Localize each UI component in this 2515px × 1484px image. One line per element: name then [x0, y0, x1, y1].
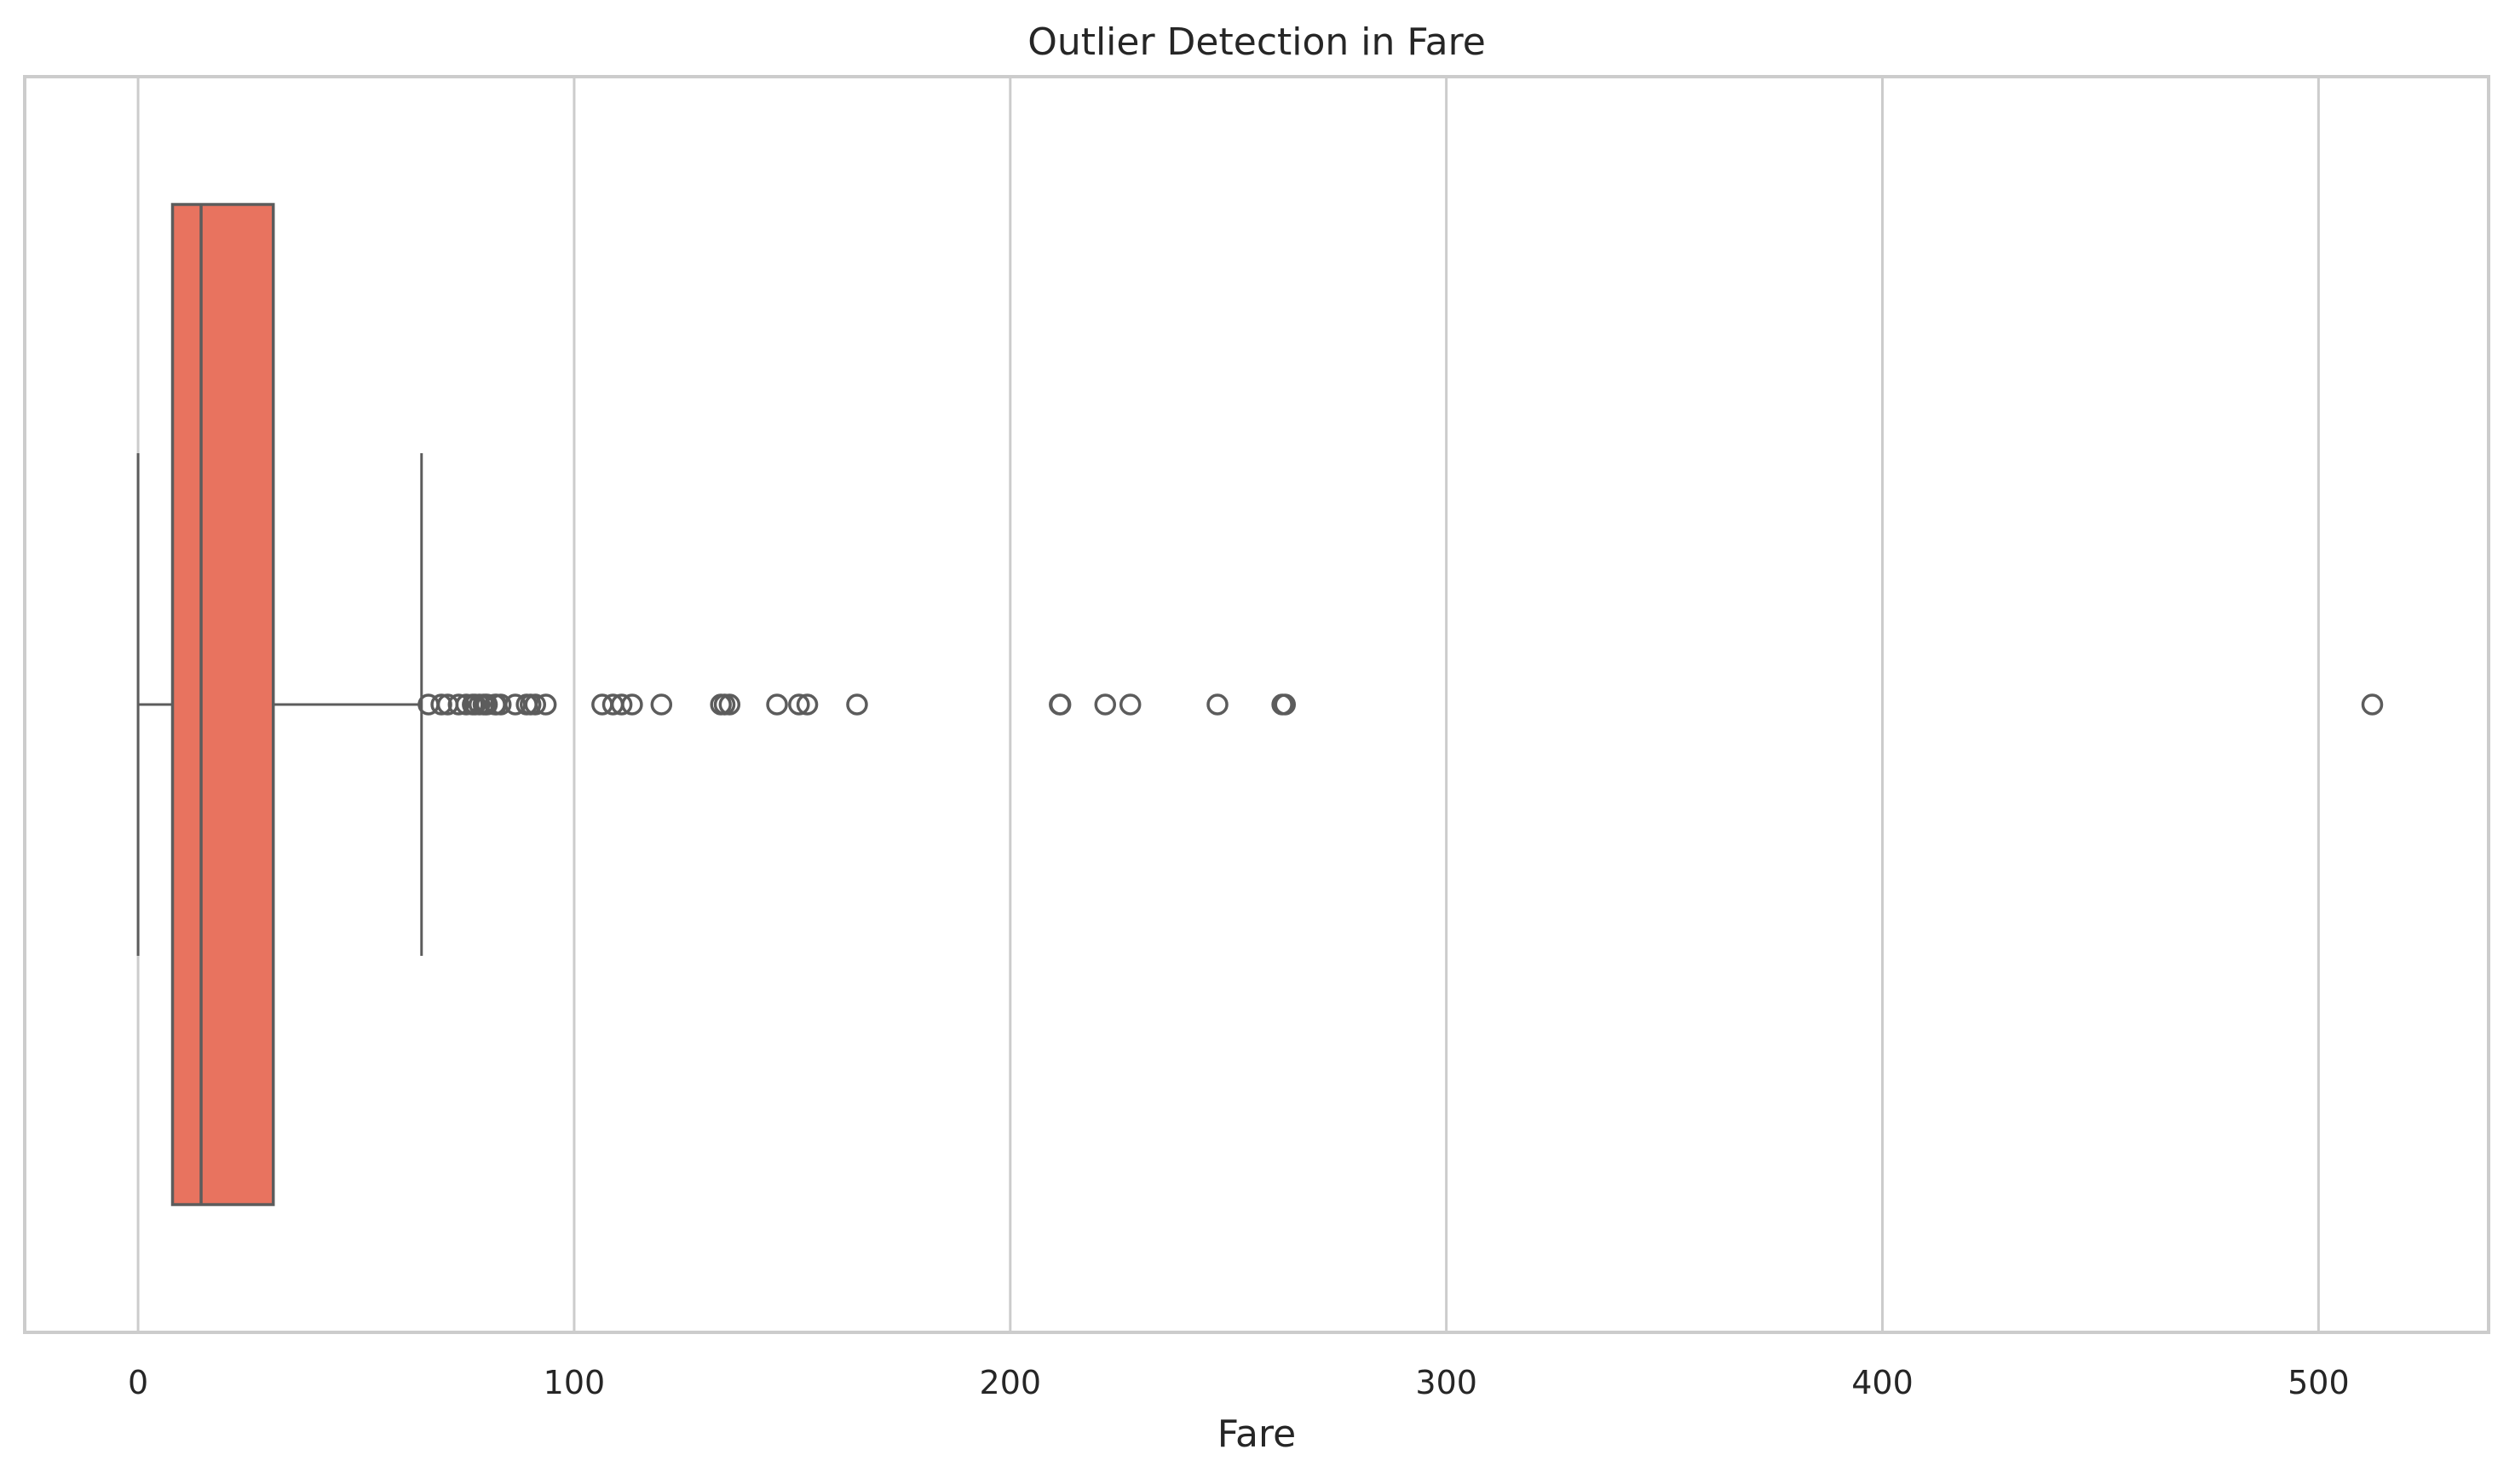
- outlier-point: [447, 693, 470, 716]
- outlier-point: [796, 693, 819, 716]
- outlier-point: [1049, 693, 1072, 716]
- plot-frame: [23, 75, 2490, 1334]
- chart-title: Outlier Detection in Fare: [1027, 20, 1486, 64]
- grid-lines: [136, 77, 2320, 1332]
- outlier-point: [650, 693, 673, 716]
- outlier-point: [534, 693, 557, 716]
- outlier-point: [1206, 693, 1229, 716]
- outlier-point: [489, 693, 512, 716]
- outlier-point: [718, 693, 741, 716]
- outlier-point: [1094, 693, 1117, 716]
- outlier-point: [475, 693, 498, 716]
- outlier-point: [524, 693, 547, 716]
- outlier-point: [788, 693, 810, 716]
- x-tick-label: 0: [128, 1364, 148, 1401]
- outlier-points: [417, 693, 2384, 716]
- x-tick-label: 100: [544, 1364, 606, 1401]
- x-tick-label: 300: [1415, 1364, 1477, 1401]
- x-axis-label: Fare: [1217, 1412, 1296, 1456]
- outlier-point: [846, 693, 868, 716]
- outlier-point: [1274, 693, 1297, 716]
- outlier-point: [430, 693, 452, 716]
- x-tick-label: 500: [2288, 1364, 2350, 1401]
- outlier-point: [2361, 693, 2384, 716]
- x-tick-label: 200: [980, 1364, 1042, 1401]
- x-axis-ticks: 0 100 200 300 400 500: [128, 1364, 2350, 1401]
- outlier-point: [1119, 693, 1142, 716]
- outlier-point: [766, 693, 788, 716]
- x-tick-label: 400: [1851, 1364, 1914, 1401]
- outlier-point: [621, 693, 643, 716]
- outlier-point: [610, 693, 633, 716]
- iqr-box: [170, 203, 275, 1206]
- box-plot: [136, 203, 423, 1206]
